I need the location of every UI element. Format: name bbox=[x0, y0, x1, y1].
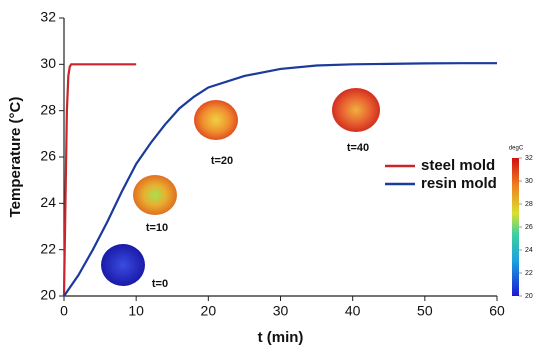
colorbar-tick-label: 24 bbox=[525, 247, 533, 254]
x-tick-label: 20 bbox=[201, 303, 217, 319]
colorbar-tick-label: 20 bbox=[525, 293, 533, 300]
x-tick-label: 0 bbox=[60, 303, 68, 319]
colorbar-tick-label: 26 bbox=[525, 224, 533, 231]
colorbar bbox=[512, 158, 519, 296]
x-tick-label: 40 bbox=[345, 303, 361, 319]
colorbar-label: degC bbox=[509, 146, 524, 152]
y-axis-label: Temperature (°C) bbox=[7, 97, 24, 218]
x-axis-label: t (min) bbox=[258, 329, 304, 346]
y-tick-label: 22 bbox=[40, 240, 56, 256]
mold-images bbox=[101, 88, 380, 286]
data-line bbox=[62, 63, 137, 297]
x-tick-label: 30 bbox=[273, 303, 289, 319]
annotation: t=20 bbox=[211, 155, 233, 167]
mold-image bbox=[194, 100, 238, 140]
mold-image bbox=[332, 88, 380, 132]
data-line bbox=[63, 62, 497, 297]
mold-image bbox=[133, 175, 177, 215]
annotation: t=0 bbox=[152, 278, 168, 290]
legend-label: steel mold bbox=[421, 157, 495, 174]
y-tick-label: 32 bbox=[40, 9, 56, 25]
colorbar-tick-label: 22 bbox=[525, 270, 533, 277]
y-tick-label: 28 bbox=[40, 101, 56, 117]
annotation: t=40 bbox=[347, 142, 369, 154]
annotation: t=10 bbox=[146, 222, 168, 234]
colorbar-tick-label: 32 bbox=[525, 155, 533, 162]
y-tick-label: 26 bbox=[40, 148, 56, 164]
colorbar-tick-label: 28 bbox=[525, 201, 533, 208]
x-tick-label: 50 bbox=[417, 303, 433, 319]
y-tick-label: 30 bbox=[40, 55, 56, 71]
x-tick-label: 60 bbox=[489, 303, 505, 319]
y-tick-label: 24 bbox=[40, 194, 56, 210]
legend-label: resin mold bbox=[421, 175, 497, 192]
colorbar-tick-label: 30 bbox=[525, 178, 533, 185]
y-tick-label: 20 bbox=[40, 287, 56, 303]
mold-image bbox=[101, 244, 145, 286]
x-tick-label: 10 bbox=[128, 303, 144, 319]
